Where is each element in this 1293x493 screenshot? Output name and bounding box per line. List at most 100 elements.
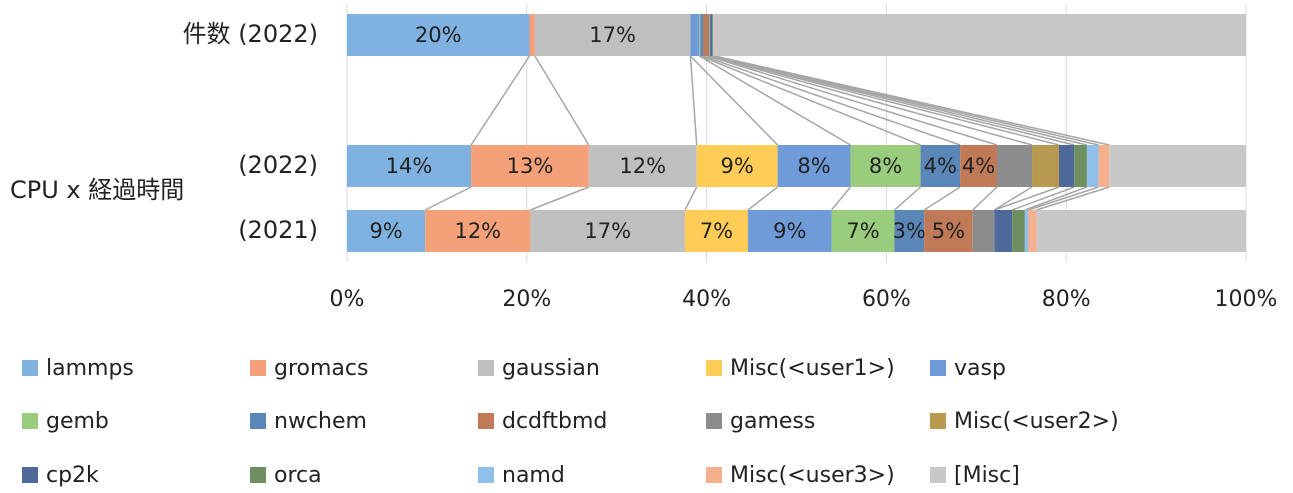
bar-segment: [960, 145, 997, 187]
bar-segment: [920, 145, 961, 187]
bar-segment: [994, 210, 1013, 252]
connector-line: [702, 55, 961, 146]
connector-line: [424, 186, 472, 211]
bar-segment: [777, 145, 851, 187]
bar-segment: [747, 210, 832, 252]
bar-segment: [924, 210, 973, 252]
data-label: 5%: [932, 219, 965, 243]
bar-segment: [1109, 145, 1246, 187]
legend-swatch: [22, 467, 38, 483]
legend-swatch: [250, 413, 266, 429]
legend-label: gamess: [730, 409, 815, 434]
legend-swatch: [706, 360, 722, 376]
bar-segment: [713, 14, 715, 56]
y-tick-label: (2021): [238, 216, 318, 244]
x-tick-label: 0%: [330, 287, 365, 312]
connector-line: [972, 186, 998, 211]
data-label: 12%: [619, 154, 666, 178]
data-label: 9%: [773, 219, 806, 243]
bar-segment: [425, 210, 531, 252]
bar-segment: [1098, 145, 1110, 187]
connector-line: [470, 55, 531, 146]
legend-swatch: [250, 360, 266, 376]
connector-line: [830, 186, 852, 211]
connector-line: [893, 186, 922, 211]
connector-line: [689, 55, 779, 146]
group-label: CPU x 経過時間: [10, 176, 184, 204]
data-label: 8%: [869, 154, 902, 178]
connector-line: [709, 55, 1033, 146]
y-tick-label: (2022): [238, 151, 318, 179]
connector-line: [1028, 186, 1099, 211]
legend-swatch: [930, 360, 946, 376]
data-label: 9%: [369, 219, 402, 243]
bar-segment: [972, 210, 995, 252]
legend-swatch: [706, 413, 722, 429]
bar-segment: [530, 210, 686, 252]
legend-swatch: [706, 467, 722, 483]
legend-swatch: [250, 467, 266, 483]
connector-line: [699, 55, 851, 146]
bar-segment: [894, 210, 925, 252]
data-label: 17%: [584, 219, 631, 243]
bar-segment: [1032, 145, 1060, 187]
bar-segment: [996, 145, 1033, 187]
connector-line: [994, 186, 1060, 211]
connector-line: [707, 55, 998, 146]
bar-segment: [347, 210, 426, 252]
connector-line: [714, 55, 1110, 146]
legend-swatch: [478, 413, 494, 429]
data-label: 4%: [962, 154, 995, 178]
legend-swatch: [22, 360, 38, 376]
legend-label: [Misc]: [954, 463, 1020, 488]
connector-line: [530, 186, 590, 211]
bar-segment: [710, 14, 712, 56]
legend-label: lammps: [46, 356, 134, 381]
bar-segment: [529, 14, 535, 56]
bar-segment: [703, 14, 708, 56]
connector-line: [747, 186, 779, 211]
data-label: 9%: [721, 154, 754, 178]
bar-segment: [1012, 210, 1025, 252]
legend-swatch: [478, 360, 494, 376]
data-label: 12%: [454, 219, 501, 243]
connector-line: [993, 186, 1033, 211]
bar-segment: [685, 210, 748, 252]
x-tick-label: 20%: [502, 287, 551, 312]
bar-segment: [712, 14, 714, 56]
connector-line: [689, 55, 698, 146]
legend-swatch: [930, 413, 946, 429]
bar-segment: [1059, 145, 1075, 187]
y-tick-label: 件数 (2022): [183, 20, 318, 48]
bar-segment: [709, 14, 711, 56]
bar-segment: [700, 14, 704, 56]
bar-segment: [1036, 210, 1246, 252]
data-label: 14%: [386, 154, 433, 178]
connector-line: [1036, 186, 1110, 211]
legend-label: cp2k: [46, 463, 99, 488]
bar-segment: [699, 14, 701, 56]
data-label: 7%: [700, 219, 733, 243]
bar-segment: [707, 14, 710, 56]
legend-label: vasp: [954, 356, 1006, 381]
legend-swatch: [930, 467, 946, 483]
bar-segment: [1074, 145, 1087, 187]
connector-line: [923, 186, 961, 211]
bar-segment: [711, 14, 713, 56]
bar-segment: [714, 14, 1246, 56]
x-tick-label: 60%: [862, 287, 911, 312]
connector-line: [710, 55, 1060, 146]
legend-label: dcdftbmd: [502, 409, 607, 434]
data-label: 13%: [507, 154, 554, 178]
bar-segment: [850, 145, 921, 187]
bar-segment: [690, 14, 700, 56]
legend-label: orca: [274, 463, 322, 488]
legend-label: Misc(<user3>): [730, 463, 895, 488]
legend-label: Misc(<user1>): [730, 356, 895, 381]
data-label: 4%: [924, 154, 957, 178]
data-label: 8%: [797, 154, 830, 178]
connector-line: [684, 186, 698, 211]
legend-swatch: [22, 413, 38, 429]
bar-segment: [696, 145, 778, 187]
